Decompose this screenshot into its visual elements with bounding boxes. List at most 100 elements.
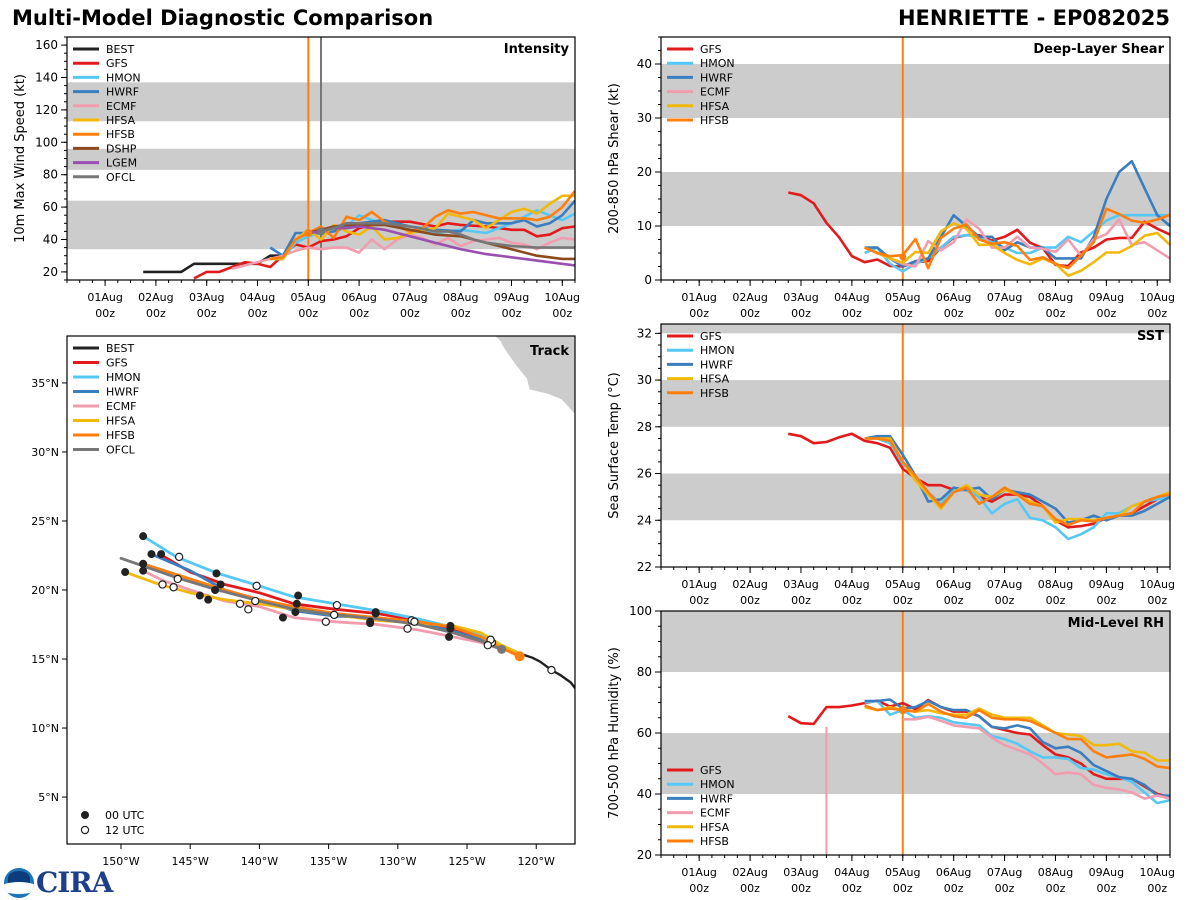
y-tick-label: 160: [35, 38, 58, 52]
lon-tick-label: 130°W: [379, 855, 416, 868]
track-point-12utc: [244, 605, 253, 614]
init-point-hfsb: [304, 229, 313, 238]
track-point-00utc: [366, 619, 375, 628]
track-point-00utc: [139, 559, 148, 568]
legend-label-hmon: HMON: [700, 57, 735, 70]
logo-group: CIRA: [4, 866, 113, 899]
shaded-band: [661, 172, 1170, 226]
legend-label-hfsb: HFSB: [106, 128, 135, 141]
x-tick-label-hour: 00z: [349, 307, 369, 320]
legend-label-hfsb: HFSB: [700, 835, 729, 848]
axes-frame: [66, 335, 576, 845]
y-tick-label: 20: [43, 265, 58, 279]
x-tick-label-hour: 00z: [944, 882, 964, 895]
x-tick-label-date: 09Aug: [494, 291, 529, 304]
x-tick-label-date: 10Aug: [545, 291, 580, 304]
x-tick-label-date: 08Aug: [1038, 578, 1073, 591]
x-tick-label-hour: 00z: [451, 307, 471, 320]
track-point-12utc: [174, 552, 184, 562]
axes-frame: [660, 323, 1171, 568]
legend-label-ecmf: ECMF: [700, 807, 730, 820]
x-tick-label-hour: 00z: [1147, 594, 1167, 607]
y-axis-label: Sea Surface Temp (°C): [607, 372, 622, 519]
track-ofcl-init-point: [497, 644, 507, 654]
series-line-hfsa: [270, 194, 575, 261]
track-point-12utc: [252, 581, 261, 591]
track-point-00utc: [157, 550, 166, 559]
track-point-12utc: [547, 665, 556, 675]
legend-label-dshp: DSHP: [106, 142, 137, 155]
x-tick-label-hour: 00z: [893, 307, 913, 320]
y-tick-label: 20: [637, 848, 652, 862]
y-tick-label: 40: [637, 57, 652, 71]
cira-logo: CIRA: [36, 866, 113, 899]
y-tick-label: 40: [43, 233, 58, 247]
legend-label-gfs: GFS: [700, 764, 722, 777]
x-tick-label-date: 09Aug: [1089, 578, 1124, 591]
legend-label-ecmf: ECMF: [106, 100, 136, 113]
y-axis-label: 200-850 hPa Shear (kt): [607, 83, 622, 234]
y-tick-label: 0: [644, 273, 652, 287]
panel-title: Intensity: [504, 42, 570, 57]
x-tick-label-date: 07Aug: [987, 578, 1022, 591]
legend-marker-00utc: [81, 811, 89, 819]
x-tick-label-hour: 00z: [95, 307, 115, 320]
series-line-hwrf: [864, 159, 1170, 268]
x-tick-label-date: 04Aug: [834, 578, 869, 591]
init-point-ofcl: [317, 227, 325, 236]
x-tick-label-date: 04Aug: [240, 291, 275, 304]
x-tick-label-hour: 00z: [995, 307, 1015, 320]
sst-panel: 22 24 26 28 30 32 01Aug 00z 02Aug 00z 03Aug 00z 04Au…: [607, 323, 1175, 607]
track-point-00utc: [216, 580, 225, 589]
x-tick-label-hour: 00z: [400, 307, 420, 320]
legend-label-12utc: 12 UTC: [105, 824, 145, 837]
init-point-hfsb: [899, 253, 907, 261]
lat-tick-label: 20°N: [31, 584, 59, 597]
y-tick-label: 100: [35, 135, 58, 149]
lat-tick-label: 5°N: [38, 791, 59, 804]
x-tick-label-hour: 00z: [689, 594, 709, 607]
x-tick-label-hour: 00z: [552, 307, 572, 320]
y-tick-label: 20: [637, 165, 652, 179]
x-tick-label-date: 04Aug: [834, 291, 869, 304]
x-tick-label-hour: 00z: [146, 307, 166, 320]
lon-tick-label: 125°W: [448, 855, 485, 868]
x-tick-label-hour: 00z: [298, 307, 318, 320]
storm-title: HENRIETTE - EP082025: [897, 6, 1170, 30]
x-tick-label-date: 02Aug: [732, 291, 767, 304]
legend-label-gfs: GFS: [106, 357, 128, 370]
legend-label-hfsa: HFSA: [106, 415, 136, 428]
legend-label-hmon: HMON: [700, 778, 735, 791]
y-tick-label: 60: [43, 200, 58, 214]
x-tick-label-date: 09Aug: [1089, 866, 1124, 879]
x-tick-label-date: 03Aug: [783, 866, 818, 879]
track-point-12utc: [169, 583, 178, 592]
y-tick-label: 24: [637, 513, 652, 527]
series-line-hfsb: [864, 207, 1170, 270]
x-tick-label-date: 03Aug: [783, 291, 818, 304]
legend-label-00utc: 00 UTC: [105, 809, 145, 822]
track-point-00utc: [204, 595, 213, 604]
page-title: Multi-Model Diagnostic Comparison: [12, 6, 434, 30]
track-point-00utc: [139, 566, 148, 575]
series-line-hfsb: [864, 437, 1170, 527]
legend-label-hfsa: HFSA: [700, 821, 730, 834]
series-line-hwrf: [864, 698, 1170, 797]
legend-label-hmon: HMON: [106, 71, 141, 84]
legend-label-hwrf: HWRF: [106, 386, 139, 399]
y-tick-label: 26: [637, 467, 652, 481]
x-tick-label-hour: 00z: [689, 307, 709, 320]
x-tick-label-date: 06Aug: [936, 578, 971, 591]
shaded-band: [661, 324, 1170, 334]
lat-tick-label: 10°N: [31, 722, 59, 735]
legend-label-ofcl: OFCL: [106, 171, 136, 184]
x-tick-label-hour: 00z: [842, 882, 862, 895]
lon-tick-label: 140°W: [241, 855, 278, 868]
x-tick-label-date: 06Aug: [936, 866, 971, 879]
x-tick-label-date: 05Aug: [885, 866, 920, 879]
track-point-12utc: [410, 617, 419, 626]
track-point-00utc: [294, 591, 303, 600]
x-tick-label-date: 10Aug: [1140, 866, 1175, 879]
x-tick-label-date: 07Aug: [987, 291, 1022, 304]
x-tick-label-date: 02Aug: [732, 578, 767, 591]
